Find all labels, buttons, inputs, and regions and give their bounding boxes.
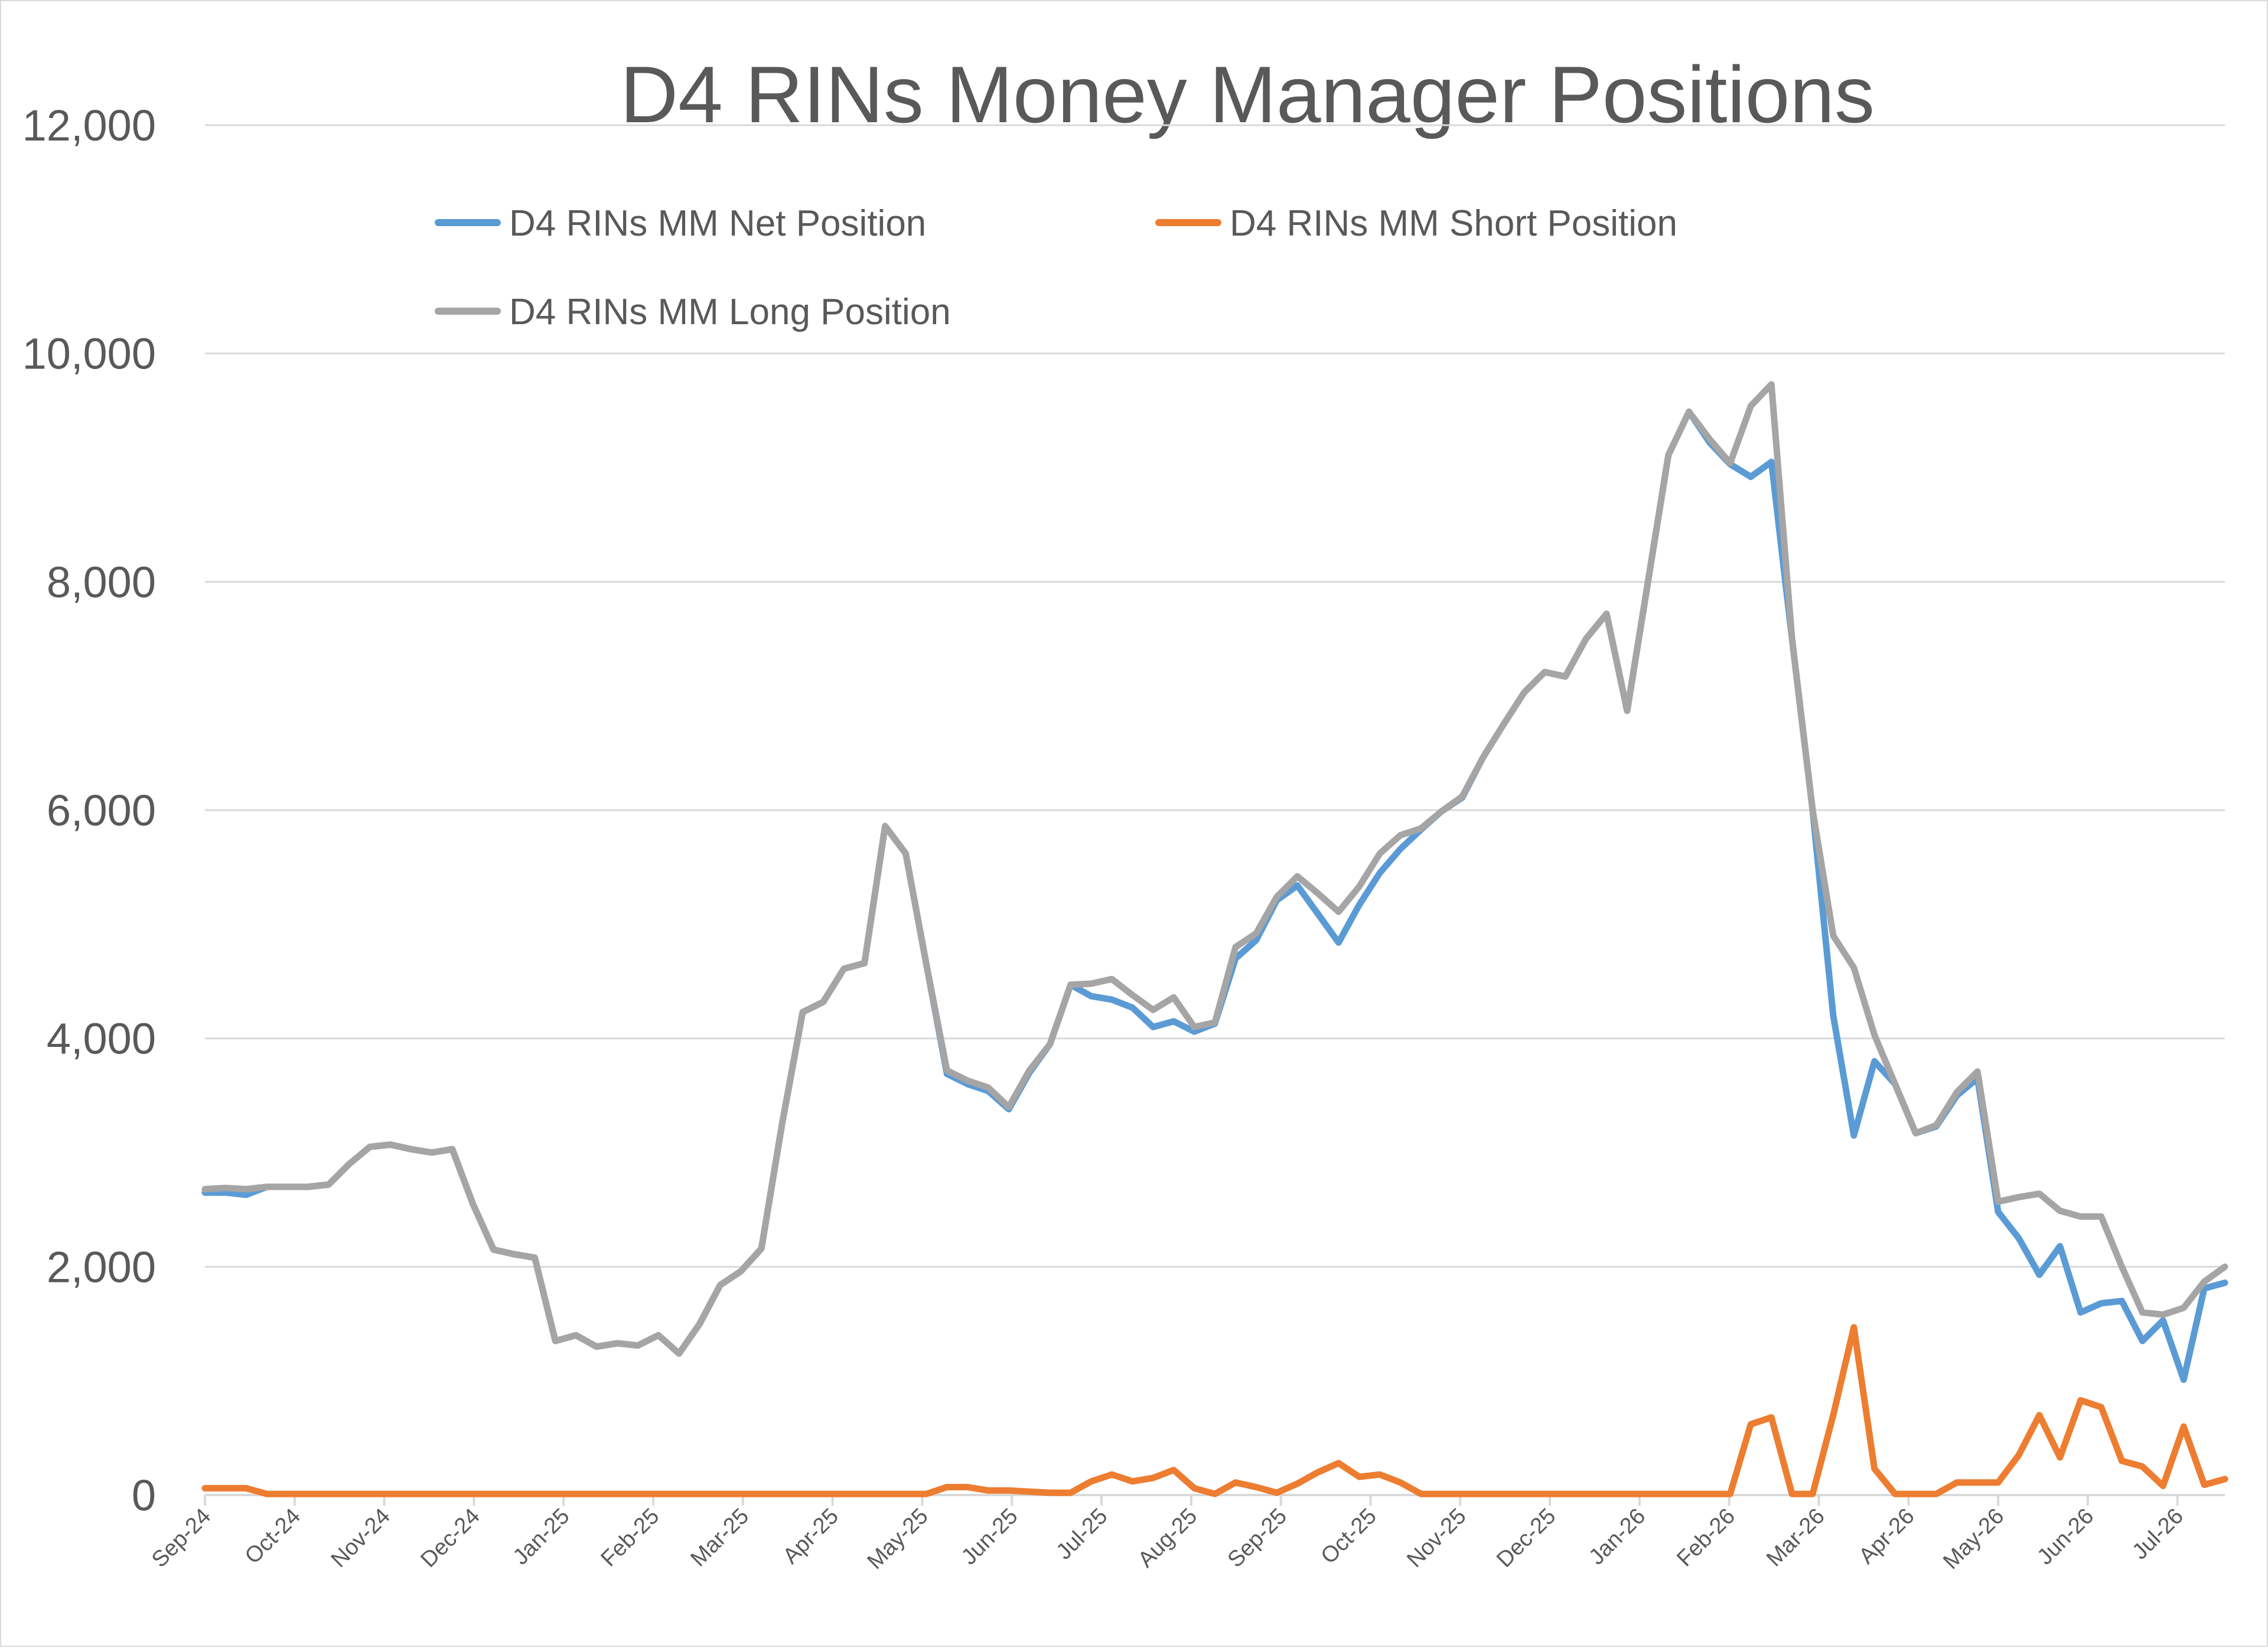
x-tick-label: Apr-26 [1854,1504,1919,1569]
x-tick-label: Mar-26 [1762,1504,1830,1572]
x-tick-label: Aug-25 [1133,1504,1202,1572]
x-tick-label: Jul-26 [2127,1504,2188,1565]
short-position-line [201,1324,2228,1497]
legend-item-short: D4 RINs MM Short Position [1155,203,1677,244]
net-position-line [201,408,2228,1383]
x-tick-label: Jun-25 [957,1504,1023,1570]
x-tick-label: Sep-24 [147,1504,216,1572]
y-tick-label: 8,000 [47,557,156,606]
y-tick-label: 6,000 [47,786,156,835]
x-tick-label: Sep-25 [1223,1504,1292,1572]
x-tick-label: Apr-25 [778,1504,843,1569]
x-tick-label: May-25 [863,1504,933,1574]
x-axis-ticks: Sep-24 Oct-24 Nov-24 Dec-24 Jan-25 Feb-25 Mar-… [147,1495,2188,1574]
legend-label-short: D4 RINs MM Short Position [1230,203,1677,244]
gridlines [205,124,2225,1496]
legend-label-net: D4 RINs MM Net Position [509,203,926,244]
y-tick-label: 10,000 [22,329,156,378]
y-tick-label: 0 [132,1471,156,1520]
x-tick-label: May-26 [1938,1504,2009,1574]
x-tick-label: Jul-25 [1052,1504,1113,1565]
x-tick-label: Oct-25 [1317,1504,1381,1569]
legend-item-long: D4 RINs MM Long Position [435,292,951,332]
legend-label-long: D4 RINs MM Long Position [509,292,951,332]
x-tick-label: Nov-25 [1402,1504,1471,1572]
legend-item-net: D4 RINs MM Net Position [435,203,926,244]
x-tick-label: Dec-24 [416,1504,484,1572]
x-tick-label: Feb-25 [597,1504,664,1572]
y-tick-label: 2,000 [47,1242,156,1291]
y-tick-label: 12,000 [22,101,156,150]
x-tick-label: Oct-24 [240,1504,305,1569]
legend: D4 RINs MM Net Position D4 RINs MM Short… [435,203,1677,332]
x-tick-label: Jun-26 [2032,1504,2098,1570]
x-tick-label: Jan-25 [509,1504,575,1570]
y-tick-label: 4,000 [47,1014,156,1063]
long-position-line [201,381,2228,1357]
x-tick-label: Mar-25 [686,1504,754,1572]
x-tick-label: Nov-24 [327,1504,395,1572]
x-tick-label: Feb-26 [1672,1504,1740,1572]
series-lines [201,381,2228,1497]
y-axis-ticks: 0 2,000 4,000 6,000 8,000 10,000 12,000 [22,101,156,1520]
x-tick-label: Dec-25 [1492,1504,1560,1572]
x-tick-label: Jan-26 [1584,1504,1650,1570]
